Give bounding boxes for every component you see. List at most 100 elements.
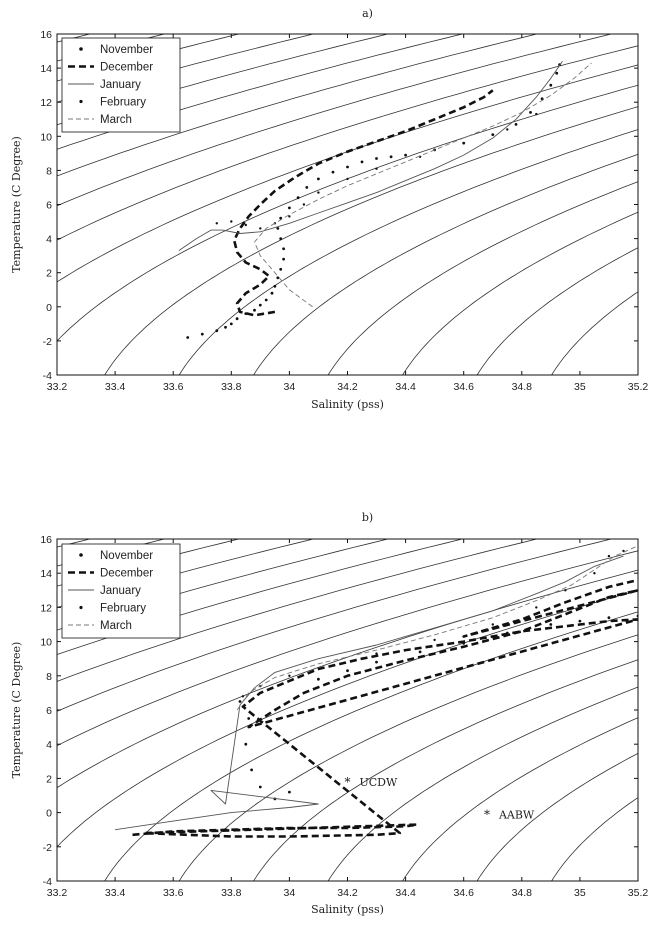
series-november-point	[253, 308, 256, 312]
isopycnal-line	[57, 64, 638, 283]
series-february-point	[535, 606, 538, 609]
x-tick-label: 34.6	[453, 887, 474, 899]
series-february	[241, 549, 625, 698]
y-tick-label: 8	[46, 165, 52, 177]
isopycnal-line	[57, 539, 612, 712]
isopycnal-line	[57, 589, 638, 848]
isopycnal-line	[57, 539, 463, 655]
series-november-point	[317, 177, 320, 181]
isopycnal-line	[57, 34, 463, 150]
x-tick-label: 34.8	[512, 887, 533, 899]
y-tick-label: 6	[46, 200, 52, 212]
series-november-point	[360, 160, 364, 164]
y-axis-label: Temperature (C Degree)	[10, 642, 23, 779]
isopycnal-line	[327, 181, 638, 375]
series-november-point	[215, 329, 219, 333]
series-november-point	[305, 186, 309, 189]
legend: November December January February March	[61, 543, 181, 639]
series-february-point	[259, 227, 262, 230]
x-tick-label: 34.8	[512, 381, 533, 393]
x-tick-label: 35	[574, 381, 586, 393]
annotation-label-aabw: AABW	[498, 808, 535, 821]
series-november-point	[418, 650, 422, 654]
series-february-point	[288, 674, 291, 677]
x-tick-label: 33.2	[47, 381, 68, 393]
series-november-point	[529, 111, 532, 114]
series-november-point	[276, 276, 280, 280]
series-november-point	[375, 660, 378, 664]
series-november-point	[250, 768, 254, 772]
series-february-point	[433, 638, 436, 642]
isopycnal-line	[402, 717, 638, 881]
series-november-point	[375, 157, 378, 160]
series-november-point	[279, 267, 283, 271]
x-tick-label: 35.2	[628, 381, 649, 393]
isopycnal-line	[57, 34, 612, 207]
annotation-marker: *	[484, 807, 490, 821]
y-tick-label: 4	[46, 739, 52, 751]
series-november-point	[288, 790, 291, 794]
y-tick-label: 16	[40, 29, 52, 41]
series-february-point	[302, 203, 306, 206]
legend-february-marker	[79, 605, 83, 610]
isopycnal-line	[57, 569, 638, 789]
series-november-point	[273, 284, 277, 288]
series-november-point	[549, 623, 553, 626]
y-tick-label: 2	[46, 268, 52, 280]
y-tick-label: 12	[40, 97, 52, 109]
x-tick-label: 33.2	[47, 887, 68, 899]
series-november-point	[331, 170, 335, 174]
data-series	[115, 545, 638, 838]
x-tick-label: 34	[284, 887, 296, 899]
series-february-point	[506, 128, 509, 131]
data-series	[178, 61, 592, 339]
series-february-point	[288, 215, 291, 218]
series-november-point	[244, 742, 248, 746]
series-february-point	[375, 652, 378, 655]
panel-label: b)	[362, 511, 373, 524]
chart-panel-a: a) 33.2 33.4 33.6 33.8 34 34.2 34.4 34.6 34.8 35 35…	[10, 7, 649, 411]
series-february-point	[607, 554, 611, 558]
series-february-point	[535, 112, 538, 116]
series-november-point	[186, 336, 190, 339]
isopycnal-line	[57, 84, 638, 342]
y-tick-label: 10	[40, 637, 52, 649]
isopycnal-line	[402, 211, 638, 375]
legend-november-marker	[79, 553, 83, 557]
legend: November December January February March	[61, 37, 181, 133]
series-march-line	[254, 62, 592, 308]
series-november	[186, 63, 561, 339]
isopycnal-line	[551, 797, 638, 881]
legend-january-label: January	[100, 79, 141, 91]
series-december-line	[132, 578, 638, 838]
isopycnal-line	[178, 129, 638, 375]
series-november-point	[540, 97, 544, 101]
series-november-point	[578, 619, 582, 623]
x-tick-label: 34.2	[337, 887, 358, 899]
series-november-point	[258, 785, 262, 789]
x-tick-label: 33.6	[163, 887, 184, 899]
y-tick-label: 0	[46, 808, 52, 820]
series-november-point	[270, 291, 274, 295]
series-january-line	[178, 61, 563, 251]
y-tick-label: 6	[46, 705, 52, 717]
series-february	[215, 112, 538, 230]
legend-november-label: November	[100, 44, 153, 56]
isopycnal-line	[57, 45, 638, 241]
series-november-point	[296, 196, 300, 200]
panel-label: a)	[362, 7, 373, 20]
series-february-point	[346, 177, 349, 181]
annotation-label-ucdw: UCDW	[360, 776, 399, 789]
series-february-point	[230, 220, 233, 223]
series-november-point	[264, 298, 268, 302]
series-december-line	[232, 89, 494, 317]
x-tick-label: 34.4	[395, 887, 416, 899]
series-november-point	[404, 153, 407, 157]
legend-box	[61, 543, 181, 639]
y-tick-label: 14	[40, 568, 52, 580]
series-november-point	[491, 133, 495, 137]
x-tick-label: 33.4	[105, 381, 126, 393]
isopycnal-line	[551, 291, 638, 375]
isopycnal-line	[57, 34, 90, 43]
